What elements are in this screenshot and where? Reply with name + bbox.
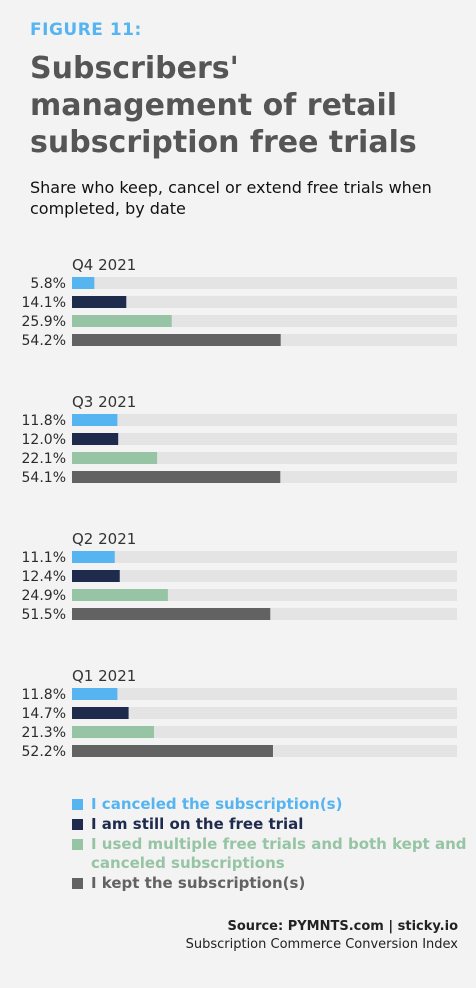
bar [72, 608, 271, 620]
legend-label-still-on-trial: I am still on the free trial [91, 815, 304, 833]
bar-track [72, 726, 457, 738]
group-label: Q3 2021 [72, 393, 136, 411]
source-line: Source: PYMNTS.com | sticky.io [227, 919, 458, 934]
bar-track [72, 433, 457, 445]
legend-item-still-on-trial: I am still on the free trial [72, 815, 472, 834]
value-label: 52.2% [22, 744, 66, 760]
bar [72, 414, 118, 426]
bar-track [72, 589, 457, 601]
legend-swatch-multiple [72, 839, 83, 850]
bar [72, 296, 127, 308]
bar-track [72, 707, 457, 719]
group-label: Q1 2021 [72, 667, 136, 685]
bar [72, 277, 95, 289]
value-label: 11.8% [22, 413, 66, 429]
figure-label: FIGURE 11: [30, 20, 142, 40]
legend: I canceled the subscription(s) I am stil… [72, 795, 472, 894]
bar-track [72, 296, 457, 308]
group-label: Q2 2021 [72, 530, 136, 548]
chart-subtitle: Share who keep, cancel or extend free tr… [30, 178, 432, 218]
bar [72, 726, 155, 738]
bar [72, 688, 118, 700]
value-label: 14.7% [22, 706, 66, 722]
bar [72, 471, 281, 483]
bar [72, 334, 281, 346]
bar-track [72, 688, 457, 700]
bar-track [72, 277, 457, 289]
legend-item-kept: I kept the subscription(s) [72, 874, 472, 893]
bar [72, 707, 129, 719]
bar [72, 745, 273, 757]
group-label: Q4 2021 [72, 256, 136, 274]
bar [72, 551, 115, 563]
value-label: 12.0% [22, 432, 66, 448]
value-label: 54.1% [22, 470, 66, 486]
legend-item-multiple: I used multiple free trials and both kep… [72, 835, 472, 873]
bar-chart: Q4 2021 5.8% 14.1% 25.9% 54.2% Q3 2021 11.8% 12… [22, 256, 457, 760]
value-label: 22.1% [22, 451, 66, 467]
bar [72, 315, 172, 327]
bar-track [72, 570, 457, 582]
bar [72, 452, 158, 464]
bar [72, 589, 168, 601]
legend-label-multiple: I used multiple free trials and both kep… [91, 835, 467, 872]
legend-swatch-canceled [72, 799, 83, 810]
value-label: 5.8% [30, 276, 66, 292]
value-label: 54.2% [22, 333, 66, 349]
bar-track [72, 551, 457, 563]
legend-item-canceled: I canceled the subscription(s) [72, 795, 472, 814]
legend-swatch-kept [72, 878, 83, 889]
bar [72, 570, 120, 582]
value-label: 11.8% [22, 687, 66, 703]
legend-label-kept: I kept the subscription(s) [91, 874, 306, 892]
value-label: 21.3% [22, 725, 66, 741]
value-label: 24.9% [22, 588, 66, 604]
value-label: 25.9% [22, 314, 66, 330]
value-label: 51.5% [22, 607, 66, 623]
bar-track [72, 452, 457, 464]
value-label: 12.4% [22, 569, 66, 585]
bar-track [72, 414, 457, 426]
source-index-line: Subscription Commerce Conversion Index [185, 937, 458, 952]
source-note: Source: PYMNTS.com | sticky.io Subscript… [186, 918, 458, 954]
bar [72, 433, 119, 445]
chart-title: Subscribers' management of retail subscr… [30, 51, 417, 160]
value-label: 11.1% [22, 550, 66, 566]
legend-label-canceled: I canceled the subscription(s) [91, 795, 343, 813]
value-label: 14.1% [22, 295, 66, 311]
legend-swatch-still-on-trial [72, 819, 83, 830]
